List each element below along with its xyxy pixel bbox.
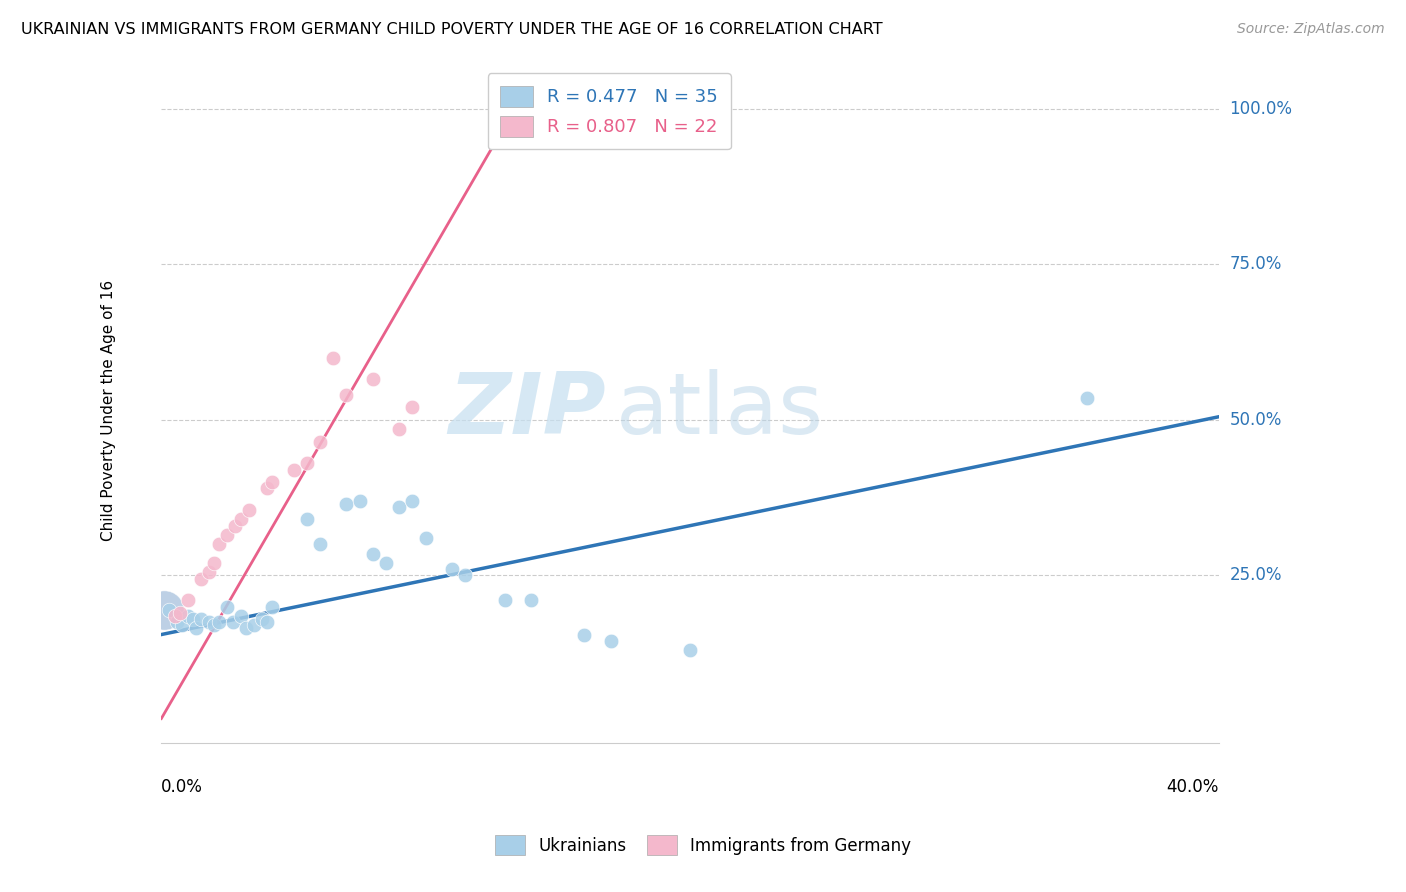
Point (309, 537, 332, 551)
Text: UKRAINIAN VS IMMIGRANTS FROM GERMANY CHILD POVERTY UNDER THE AGE OF 16 CORRELATI: UKRAINIAN VS IMMIGRANTS FROM GERMANY CHI… (21, 22, 883, 37)
Point (153, 602, 176, 616)
Point (388, 422, 411, 436)
Point (401, 493, 423, 508)
Point (217, 599, 239, 614)
Point (208, 615, 231, 629)
Point (322, 351, 344, 365)
Point (574, 627, 596, 641)
Point (349, 493, 371, 508)
Point (181, 612, 204, 626)
Point (262, 599, 284, 614)
Point (202, 618, 225, 632)
Text: 75.0%: 75.0% (1229, 255, 1282, 273)
Point (454, 568, 477, 582)
Text: 0.0%: 0.0% (162, 778, 204, 796)
Point (190, 572, 212, 586)
Point (599, 633, 621, 648)
Point (520, 593, 543, 607)
Point (361, 547, 384, 561)
Point (375, 556, 398, 570)
Point (177, 593, 200, 607)
Point (250, 612, 273, 626)
Point (238, 503, 260, 517)
Point (494, 593, 516, 607)
Point (224, 518, 246, 533)
Point (217, 528, 239, 542)
Point (169, 606, 191, 620)
Point (295, 457, 318, 471)
Point (172, 618, 194, 632)
Point (163, 608, 186, 623)
Point (256, 481, 278, 495)
Point (679, 643, 702, 657)
Point (401, 401, 423, 415)
Point (1076, 391, 1098, 405)
Point (243, 618, 266, 632)
Point (335, 388, 357, 402)
Point (229, 608, 252, 623)
Point (198, 566, 221, 580)
Point (283, 463, 305, 477)
Point (190, 612, 212, 626)
Point (202, 556, 225, 570)
Point (388, 500, 411, 514)
Point (262, 475, 284, 489)
Point (177, 608, 200, 623)
Text: 25.0%: 25.0% (1229, 566, 1282, 584)
Text: Source: ZipAtlas.com: Source: ZipAtlas.com (1237, 22, 1385, 37)
Point (335, 497, 357, 511)
Point (229, 512, 252, 526)
Text: Child Poverty Under the Age of 16: Child Poverty Under the Age of 16 (101, 280, 115, 541)
Text: atlas: atlas (616, 369, 824, 452)
Text: 40.0%: 40.0% (1167, 778, 1219, 796)
Point (157, 602, 180, 616)
Legend: R = 0.477   N = 35, R = 0.807   N = 22: R = 0.477 N = 35, R = 0.807 N = 22 (488, 73, 731, 150)
Point (295, 512, 318, 526)
Text: ZIP: ZIP (447, 369, 606, 452)
Point (235, 621, 257, 635)
Point (494, 120, 516, 135)
Point (441, 562, 464, 576)
Text: 100.0%: 100.0% (1229, 100, 1292, 118)
Point (415, 531, 437, 545)
Point (184, 621, 207, 635)
Point (208, 537, 231, 551)
Point (222, 615, 245, 629)
Point (166, 615, 188, 629)
Point (256, 615, 278, 629)
Point (309, 434, 332, 449)
Legend: Ukrainians, Immigrants from Germany: Ukrainians, Immigrants from Germany (488, 829, 918, 862)
Point (198, 615, 221, 629)
Text: 50.0%: 50.0% (1229, 411, 1282, 429)
Point (361, 372, 384, 386)
